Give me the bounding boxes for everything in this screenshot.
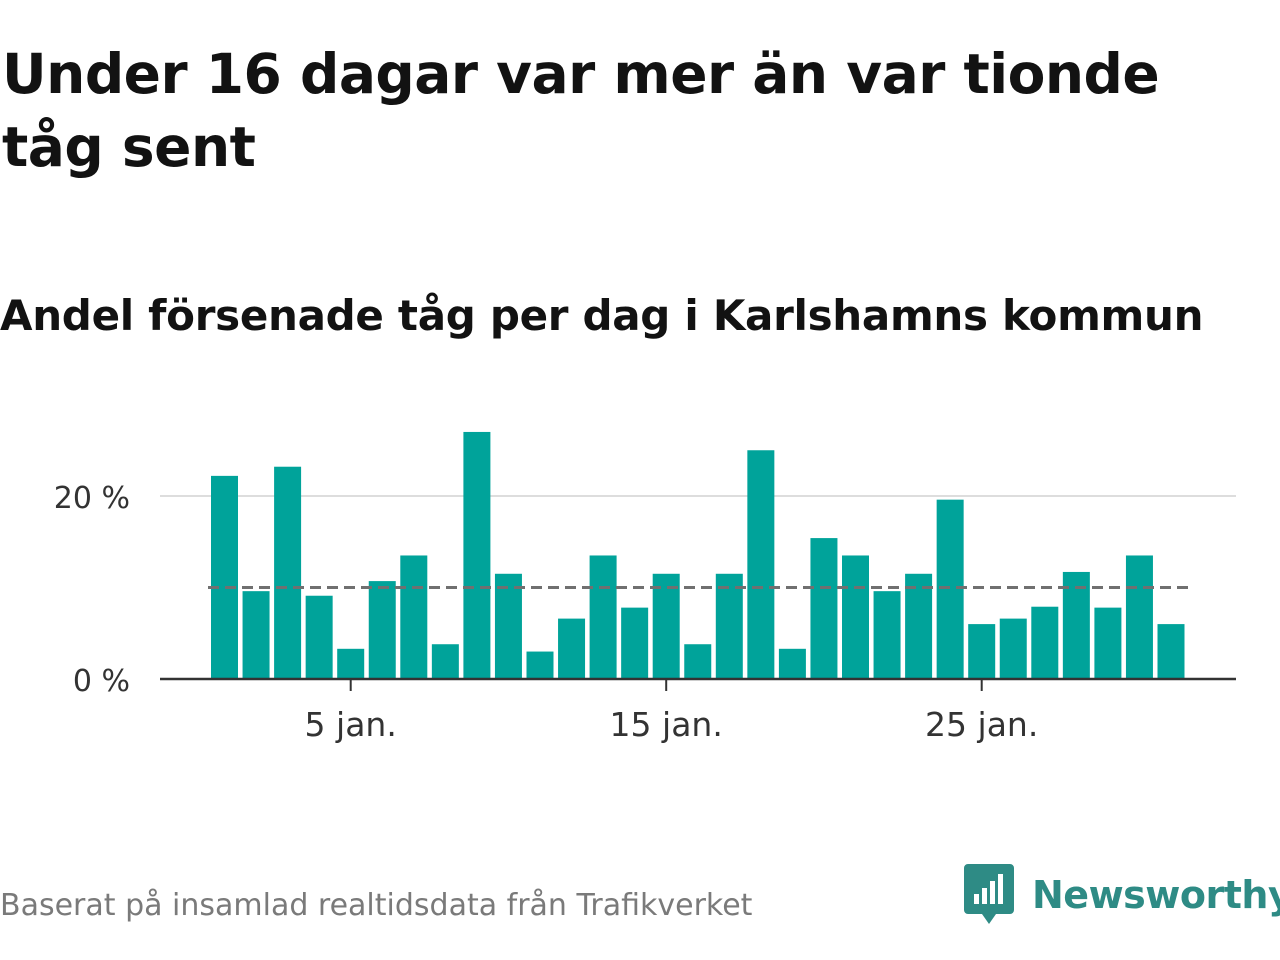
chart-subtitle: Andel försenade tåg per dag i Karlshamns… <box>0 291 1204 340</box>
bar: 9 jan.: 27 % <box>463 431 491 679</box>
y-tick-label: 20 % <box>54 481 130 516</box>
bar: 18 jan.: 25 % <box>747 450 775 679</box>
bar: 4 jan.: 9.1 % <box>305 595 333 679</box>
bar: 20 jan.: 15.4 % <box>810 538 838 679</box>
source-note: Baserat på insamlad realtidsdata från Tr… <box>0 888 753 923</box>
brand-name: Newsworthy <box>1032 873 1280 917</box>
bar: 29 jan.: 7.8 % <box>1094 607 1122 679</box>
bar: 16 jan.: 3.8 % <box>684 644 712 679</box>
bar: 26 jan.: 6.6 % <box>999 618 1027 679</box>
bar: 30 jan.: 13.5 % <box>1125 555 1153 679</box>
brand-logo[interactable]: Newsworthy <box>964 864 1280 926</box>
bar-chart: 0 % 20 % 1 jan.: 22.2 %2 jan.: 9.6 %3 jan.… <box>54 431 1236 744</box>
bar: 6 jan.: 10.7 % <box>368 581 396 679</box>
bar: 10 jan.: 11.5 % <box>494 573 522 679</box>
bar: 13 jan.: 13.5 % <box>589 555 617 679</box>
bar: 14 jan.: 7.8 % <box>621 607 649 679</box>
y-tick-label: 0 % <box>73 664 130 699</box>
bar: 23 jan.: 11.5 % <box>905 573 933 679</box>
newsworthy-logo-icon <box>964 864 1014 924</box>
chart-title: Under 16 dagar var mer än var tionde tåg… <box>2 42 1160 179</box>
bar: 27 jan.: 7.9 % <box>1031 606 1059 679</box>
bar: 11 jan.: 3 % <box>526 651 554 679</box>
x-tick-label: 5 jan. <box>305 705 397 744</box>
bar: 19 jan.: 3.3 % <box>778 648 806 679</box>
x-tick-label: 15 jan. <box>610 705 723 744</box>
x-tick-label: 25 jan. <box>925 705 1038 744</box>
bar: 3 jan.: 23.2 % <box>274 466 302 679</box>
bar: 8 jan.: 3.8 % <box>431 644 459 679</box>
bar: 17 jan.: 11.5 % <box>715 573 743 679</box>
bar: 1 jan.: 22.2 % <box>211 475 238 679</box>
bar: 5 jan.: 3.3 % <box>337 648 365 679</box>
bar: 2 jan.: 9.6 % <box>242 591 270 679</box>
bar: 12 jan.: 6.6 % <box>558 618 586 679</box>
bar: 7 jan.: 13.5 % <box>400 555 428 679</box>
bar: 25 jan.: 6 % <box>968 624 996 679</box>
bar: 15 jan.: 11.5 % <box>652 573 680 679</box>
bar: 21 jan.: 13.5 % <box>842 555 869 679</box>
bar: 31 jan.: 6 % <box>1157 624 1185 679</box>
bar: 22 jan.: 9.6 % <box>873 591 901 679</box>
bar: 28 jan.: 11.7 % <box>1062 571 1090 679</box>
bar: 24 jan.: 19.6 % <box>936 499 964 679</box>
